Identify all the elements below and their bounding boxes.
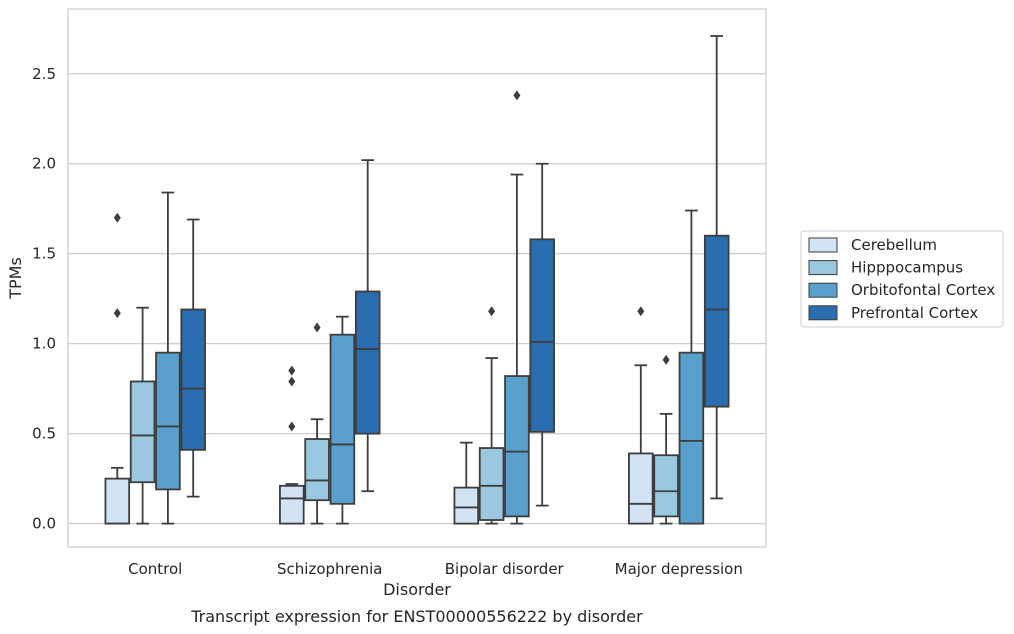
outlier-point — [113, 308, 121, 319]
box-hipppocampus — [129, 306, 156, 525]
legend-swatch — [808, 237, 838, 253]
box-orbitofontal-cortex — [329, 315, 356, 525]
y-tick-label: 2.0 — [32, 155, 56, 173]
box-orbitofontal-cortex — [678, 209, 705, 525]
box-body — [453, 486, 480, 525]
outlier-point — [513, 90, 521, 101]
box-body — [504, 375, 530, 518]
legend-label: Prefrontal Cortex — [851, 304, 978, 322]
box-prefrontal-cortex — [354, 159, 381, 493]
box-body — [180, 308, 206, 451]
box-cerebellum — [279, 365, 305, 525]
outlier-point — [637, 306, 645, 317]
legend-label: Orbitofontal Cortex — [851, 281, 995, 299]
y-axis-ticks: 0.0 0.5 1.0 1.5 2.0 2.5 — [32, 65, 56, 533]
box-body — [628, 452, 654, 525]
box-hipppocampus — [478, 306, 505, 525]
y-tick-label: 1.5 — [32, 245, 56, 263]
legend-label: Cerebellum — [851, 236, 937, 254]
outlier-point — [288, 365, 296, 376]
legend-swatch — [808, 260, 838, 276]
box-body — [529, 238, 555, 433]
outlier-point — [662, 354, 670, 365]
legend-swatch — [808, 282, 838, 298]
outlier-point — [113, 212, 121, 223]
box-body — [653, 454, 679, 518]
outlier-point — [488, 306, 496, 317]
x-axis-label: Disorder — [383, 580, 451, 599]
x-tick-label: Schizophrenia — [277, 560, 382, 578]
box-series — [104, 35, 730, 525]
box-body — [155, 351, 181, 491]
plot-frame — [67, 8, 767, 548]
legend: Cerebellum Hipppocampus Orbitofontal Corte… — [800, 230, 1004, 328]
box-body — [279, 484, 305, 525]
y-tick-label: 0.5 — [32, 425, 56, 443]
box-body — [478, 447, 505, 521]
outlier-point — [288, 376, 296, 387]
y-tick-label: 2.5 — [32, 65, 56, 83]
legend-swatch — [808, 305, 838, 321]
box-cerebellum — [628, 306, 654, 525]
box-body — [354, 290, 381, 435]
outlier-point — [288, 421, 296, 432]
x-axis-ticks: Control Schizophrenia Bipolar disorder Majo… — [128, 560, 743, 578]
box-body — [329, 333, 356, 505]
y-tick-label: 1.0 — [32, 335, 56, 353]
legend-frame — [800, 230, 1004, 328]
y-axis-label: TPMs — [6, 257, 25, 300]
box-body — [104, 477, 131, 525]
box-body — [129, 380, 156, 484]
box-body — [304, 438, 330, 502]
box-prefrontal-cortex — [180, 218, 206, 498]
chart-caption: Transcript expression for ENST0000055622… — [190, 607, 643, 626]
outlier-point — [313, 322, 321, 333]
legend-label: Hipppocampus — [851, 259, 963, 277]
box-orbitofontal-cortex — [504, 90, 530, 525]
box-cerebellum — [453, 441, 480, 525]
box-body — [703, 234, 730, 408]
box-body — [678, 351, 705, 525]
box-orbitofontal-cortex — [155, 191, 181, 525]
y-tick-label: 0.0 — [32, 515, 56, 533]
box-hipppocampus — [304, 322, 330, 525]
x-tick-label: Control — [128, 560, 182, 578]
x-tick-label: Major depression — [615, 560, 743, 578]
box-hipppocampus — [653, 354, 679, 525]
box-prefrontal-cortex — [703, 35, 730, 500]
box-cerebellum — [104, 212, 131, 525]
box-prefrontal-cortex — [529, 162, 555, 507]
x-tick-label: Bipolar disorder — [445, 560, 565, 578]
